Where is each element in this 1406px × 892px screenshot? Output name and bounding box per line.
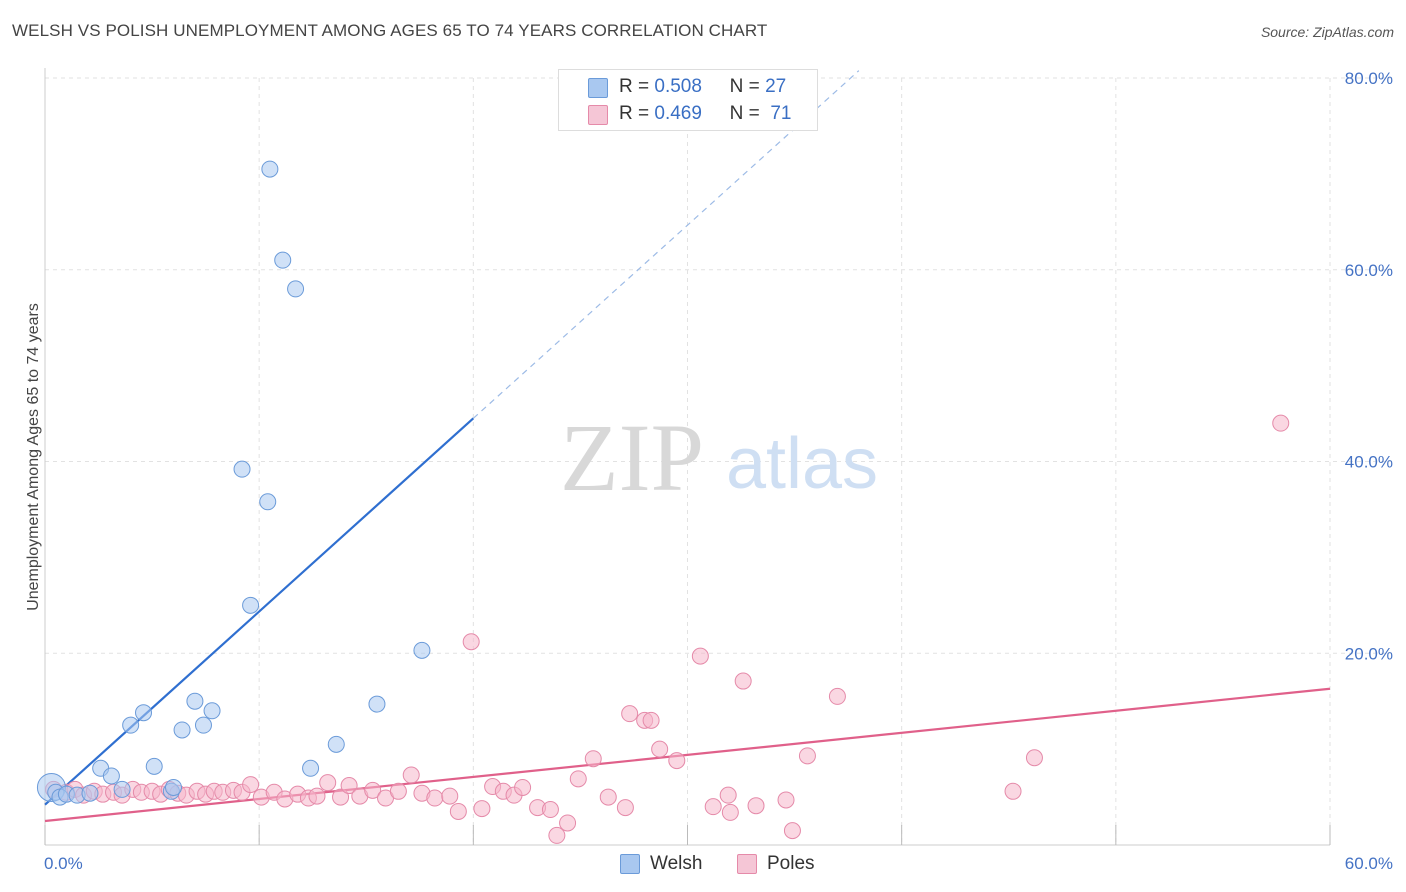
legend-n-value: 71	[770, 103, 792, 124]
data-point-welsh	[173, 721, 191, 739]
legend-row-welsh: R = 0.508 N = 27	[619, 75, 786, 99]
data-point-poles	[340, 777, 358, 795]
data-point-poles	[449, 802, 467, 820]
data-point-poles	[514, 778, 532, 796]
data-point-welsh	[274, 251, 292, 269]
legend-item-poles: Poles	[737, 852, 815, 876]
data-point-poles	[734, 672, 752, 690]
data-point-welsh	[368, 695, 386, 713]
legend-n-label: N =	[729, 76, 760, 97]
y-tick-label: 80.0%	[1345, 69, 1393, 88]
data-point-poles	[747, 797, 765, 815]
data-point-poles	[462, 633, 480, 651]
data-point-welsh	[302, 759, 320, 777]
data-point-poles	[473, 800, 491, 818]
data-point-welsh	[242, 596, 260, 614]
x-tick-label: 60.0%	[1345, 854, 1393, 873]
legend-swatch-poles	[588, 105, 608, 125]
y-axis-title: Unemployment Among Ages 65 to 74 years	[25, 303, 42, 611]
data-point-poles	[828, 687, 846, 705]
legend-n-value: 27	[765, 76, 787, 97]
data-point-welsh	[194, 716, 212, 734]
legend-swatch-welsh	[620, 854, 640, 874]
data-point-poles	[308, 787, 326, 805]
stats-legend: R = 0.508 N = 27 R = 0.469 N = 71	[558, 69, 818, 131]
legend-r-label: R =	[619, 103, 650, 124]
data-point-poles	[584, 750, 602, 768]
data-point-poles	[559, 814, 577, 832]
legend-row-poles: R = 0.469 N = 71	[619, 102, 791, 126]
data-point-poles	[783, 822, 801, 840]
legend-r-label: R =	[619, 76, 650, 97]
data-point-welsh	[135, 704, 153, 722]
data-point-poles	[704, 798, 722, 816]
legend-n-label: N =	[729, 103, 760, 124]
data-point-welsh	[327, 735, 345, 753]
data-point-welsh	[413, 641, 431, 659]
data-point-poles	[441, 787, 459, 805]
legend-swatch-welsh	[588, 78, 608, 98]
data-point-poles	[777, 791, 795, 809]
data-point-welsh	[102, 767, 120, 785]
data-point-poles	[1004, 782, 1022, 800]
gridlines	[45, 77, 1392, 845]
data-point-poles	[541, 801, 559, 819]
data-point-poles	[719, 786, 737, 804]
points-welsh	[36, 160, 431, 806]
watermark-atlas: atlas	[726, 424, 878, 504]
data-point-poles	[332, 788, 350, 806]
data-point-poles	[548, 826, 566, 844]
x-tick-label: 0.0%	[44, 854, 83, 873]
data-point-welsh	[287, 280, 305, 298]
data-point-welsh	[203, 702, 221, 720]
data-point-poles	[364, 781, 382, 799]
axes	[44, 68, 1331, 846]
watermark: ZIP atlas	[560, 404, 878, 511]
data-point-poles	[242, 776, 260, 794]
data-point-poles	[426, 789, 444, 807]
tick-labels: 20.0% 40.0% 60.0% 80.0% 0.0% 60.0%	[44, 69, 1393, 873]
y-tick-label: 40.0%	[1345, 453, 1393, 472]
data-point-poles	[651, 740, 669, 758]
data-point-poles	[569, 770, 587, 788]
data-point-welsh	[145, 757, 163, 775]
data-point-poles	[642, 711, 660, 729]
data-point-poles	[1272, 414, 1290, 432]
legend-r-value: 0.469	[654, 103, 702, 124]
data-point-welsh	[165, 778, 182, 796]
data-point-poles	[599, 788, 617, 806]
data-point-poles	[402, 766, 420, 784]
trendline-welsh	[44, 417, 475, 806]
data-point-welsh	[233, 460, 251, 478]
data-point-poles	[721, 803, 739, 821]
legend-label-welsh: Welsh	[650, 853, 703, 874]
legend-r-value: 0.508	[654, 76, 702, 97]
data-point-poles	[319, 774, 337, 792]
legend-item-welsh: Welsh	[620, 852, 702, 876]
data-point-poles	[621, 705, 639, 723]
data-point-welsh	[186, 692, 204, 710]
data-point-poles	[1025, 749, 1043, 767]
data-point-welsh	[261, 160, 279, 178]
data-point-poles	[691, 647, 709, 665]
data-point-welsh	[81, 784, 99, 802]
chart-title: WELSH VS POLISH UNEMPLOYMENT AMONG AGES …	[12, 21, 768, 40]
data-point-poles	[668, 752, 686, 770]
data-point-poles	[389, 782, 407, 800]
data-point-welsh	[259, 493, 277, 511]
data-point-welsh	[113, 780, 131, 798]
data-point-poles	[798, 747, 816, 765]
legend-label-poles: Poles	[767, 853, 815, 874]
y-tick-label: 60.0%	[1345, 261, 1393, 280]
data-point-poles	[616, 799, 634, 817]
data-point-welsh	[122, 716, 140, 734]
source-label: Source: ZipAtlas.com	[1260, 24, 1394, 40]
y-tick-label: 20.0%	[1345, 644, 1393, 663]
watermark-zip: ZIP	[560, 404, 704, 511]
legend-swatch-poles	[737, 854, 757, 874]
